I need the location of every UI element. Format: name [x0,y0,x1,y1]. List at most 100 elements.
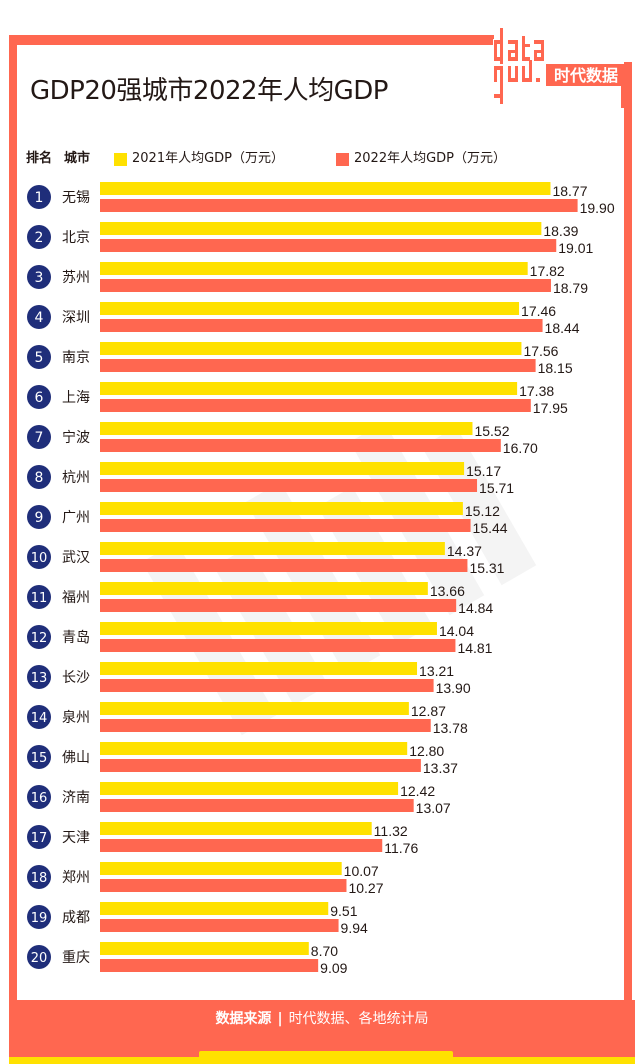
bar-2022 [100,479,478,492]
value-label-2022: 11.76 [384,840,418,856]
bar-2021 [100,742,408,755]
city-label: 泉州 [62,709,90,726]
rank-number: 3 [35,270,44,286]
city-label: 济南 [62,790,90,806]
value-label-2021: 15.12 [465,503,500,519]
bar-2022 [100,759,421,772]
legend-label-2021: 2021年人均GDP（万元） [132,151,285,166]
value-label-2021: 17.38 [519,383,554,399]
value-label-2021: 17.82 [530,263,565,279]
rank-badge [27,465,51,489]
footer: 数据来源 | 时代数据、各地统计局 [9,1000,635,1064]
city-label: 南京 [62,350,90,366]
value-label-2022: 15.44 [473,520,508,536]
value-label-2021: 12.80 [409,743,444,759]
value-label-2021: 11.32 [374,823,408,839]
value-label-2021: 13.66 [430,583,465,599]
rank-badge [27,785,51,809]
city-column-header: 城市 [64,151,91,166]
value-label-2022: 16.70 [503,440,538,456]
rank-badge [27,745,51,769]
city-label: 北京 [62,230,90,246]
bar-2021 [100,182,551,195]
city-label: 天津 [62,830,90,846]
value-label-2021: 17.46 [521,303,556,319]
bar-2022 [100,279,551,292]
rank-badge [27,945,51,969]
city-label: 佛山 [62,750,90,766]
city-label: 广州 [62,510,90,526]
bar-2022 [100,519,471,532]
value-label-2022: 18.79 [553,280,588,296]
value-label-2022: 9.94 [341,920,368,936]
rank-number: 9 [35,510,44,526]
source-text: 时代数据、各地统计局 [288,1011,429,1027]
value-label-2022: 10.27 [348,880,383,896]
rank-number: 10 [31,551,48,566]
rank-number: 19 [31,911,48,926]
city-label: 长沙 [62,670,90,686]
bar-2022 [100,639,456,652]
value-label-2022: 19.90 [580,200,615,216]
rank-number: 15 [31,751,48,766]
bar-2022 [100,679,434,692]
rank-number: 16 [31,791,48,806]
value-label-2021: 8.70 [311,943,338,959]
city-label: 成都 [62,910,90,926]
bar-2022 [100,719,431,732]
rank-badge [27,905,51,929]
bar-2022 [100,839,383,852]
legend-swatch-2021 [114,153,127,166]
city-label: 武汉 [62,550,90,566]
rank-number: 13 [31,671,48,686]
city-label: 青岛 [62,630,90,646]
bar-2021 [100,942,309,955]
bar-2022 [100,359,536,372]
data-source: 数据来源 | 时代数据、各地统计局 [9,1008,635,1028]
city-label: 深圳 [62,310,90,326]
value-label-2021: 14.04 [439,623,474,639]
bar-2021 [100,222,542,235]
bar-2022 [100,439,501,452]
bar-2022 [100,959,319,972]
source-label: 数据来源 [215,1011,272,1027]
value-label-2021: 9.51 [330,903,357,919]
value-label-2022: 17.95 [533,400,568,416]
rank-number: 18 [31,871,48,886]
city-label: 上海 [62,390,90,406]
rank-badge [27,225,51,249]
rank-badge [27,585,51,609]
rank-badge [27,505,51,529]
bar-2021 [100,582,428,595]
bar-2022 [100,199,578,212]
value-label-2021: 15.17 [466,463,501,479]
rank-badge [27,425,51,449]
rank-badge [27,385,51,409]
bar-2022 [100,559,468,572]
rank-number: 20 [31,951,48,966]
city-label: 重庆 [62,950,90,966]
rank-badge [27,625,51,649]
rank-number: 4 [35,310,44,326]
bar-2021 [100,662,418,675]
bar-2022 [100,879,347,892]
value-label-2021: 10.07 [344,863,379,879]
value-label-2021: 18.39 [543,223,578,239]
rank-badge [27,345,51,369]
value-label-2022: 15.31 [469,560,504,576]
bar-2021 [100,382,518,395]
bar-2021 [100,822,372,835]
rank-badge [27,265,51,289]
city-label: 福州 [62,590,90,606]
rank-number: 11 [31,591,48,606]
city-label: 宁波 [62,429,90,446]
rank-number: 6 [35,390,44,406]
rank-number: 7 [35,430,44,446]
rank-number: 14 [31,711,48,726]
bar-2021 [100,862,342,875]
city-label: 杭州 [62,470,90,486]
bar-2022 [100,239,557,252]
value-label-2022: 13.78 [433,720,468,736]
value-label-2022: 19.01 [558,240,593,256]
